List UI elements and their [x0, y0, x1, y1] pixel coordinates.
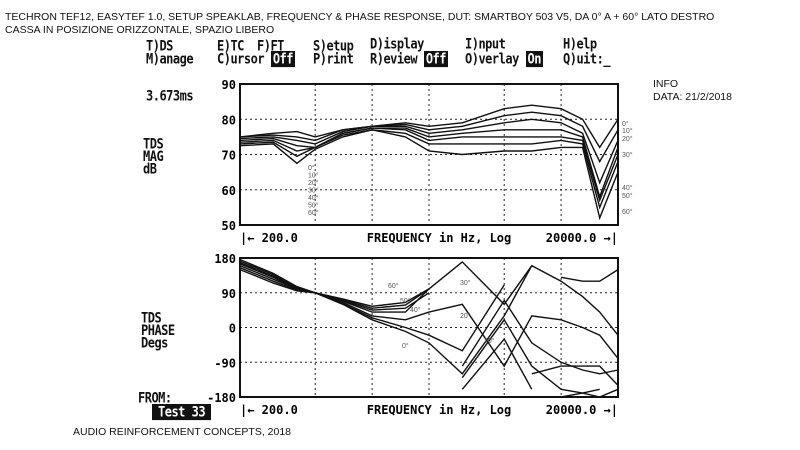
y-tick-label: 0 [229, 322, 236, 336]
right-angle-label: 20° [622, 135, 633, 143]
phase-angle-label: 50° [400, 297, 411, 305]
series-line-10deg [239, 267, 619, 386]
y-tick-label: 60 [222, 184, 236, 198]
phase-angle-label: 10° [484, 337, 495, 345]
left-angle-label: 40° [308, 194, 319, 202]
y-tick-label: -180 [207, 391, 236, 405]
review-state: Off [423, 51, 448, 68]
series-line-0deg [240, 266, 618, 397]
phase-angle-label: 60° [388, 282, 399, 290]
menu-overlay[interactable]: O)verlay On [465, 51, 543, 68]
menu-tds[interactable]: T)DS [146, 38, 173, 55]
phase-angle-label: 0° [402, 342, 409, 350]
menu-quit[interactable]: Q)uit:_ [563, 51, 611, 68]
phase-ylabel: TDS PHASE Degs [141, 309, 175, 352]
left-angle-label: 0° [308, 164, 315, 172]
series-line-50deg [239, 129, 619, 210]
right-angle-label: 10° [622, 127, 633, 135]
y-tick-label: 80 [222, 113, 236, 127]
right-angle-label: 30° [622, 151, 633, 159]
right-angle-label: 60° [622, 208, 633, 216]
phase-angle-label: 40° [410, 306, 421, 314]
info-title: INFO [653, 78, 679, 90]
right-angle-label: 40° [622, 184, 633, 192]
series-line-10deg [239, 111, 619, 164]
menu-fft[interactable]: F)FT [257, 38, 284, 55]
series-line-60deg [239, 129, 619, 221]
review-label: R)eview [370, 51, 418, 68]
info-date: DATA: 21/2/2018 [653, 91, 732, 103]
overlay-label: O)verlay [465, 51, 519, 68]
header-line-2: CASSA IN POSIZIONE ORIZZONTALE, SPAZIO L… [5, 24, 275, 36]
cursor-label: C)ursor [217, 51, 265, 68]
series-line-0deg [239, 104, 619, 149]
x-start-label: |← 200.0 [240, 403, 298, 417]
y-tick-label: -90 [214, 356, 236, 370]
left-angle-label: 50° [308, 202, 319, 210]
y-tick-label: 180 [214, 252, 236, 266]
y-tick-label: 90 [222, 78, 236, 92]
menu-cursor[interactable]: C)ursor Off [217, 51, 295, 68]
menu-help[interactable]: H)elp [563, 36, 597, 53]
menu-etc[interactable]: E)TC [217, 38, 244, 55]
cursor-state: Off [270, 51, 295, 68]
series-line-60deg [239, 258, 619, 375]
x-end-label: 20000.0 →| [546, 231, 618, 245]
footer: AUDIO REINFORCEMENT CONCEPTS, 2018 [73, 426, 292, 438]
phase-angle-label: 30° [460, 279, 471, 287]
time-readout: 3.673ms [146, 88, 194, 105]
menu-print[interactable]: P)rint [313, 51, 354, 68]
menu-review[interactable]: R)eview Off [370, 51, 448, 68]
menu-input[interactable]: I)nput [465, 36, 506, 53]
plot-frame [239, 257, 619, 398]
right-angle-label: 50° [622, 192, 633, 200]
y-tick-label: 70 [222, 149, 236, 163]
right-angle-label: 0° [622, 120, 629, 128]
left-angle-label: 20° [308, 179, 319, 187]
phase-angle-label: 20° [460, 312, 471, 320]
menu-setup[interactable]: S)etup [313, 38, 354, 55]
series-line-30deg [239, 127, 619, 200]
menu-manage[interactable]: M)anage [146, 51, 194, 68]
y-tick-label: 50 [222, 219, 236, 233]
x-axis-label: FREQUENCY in Hz, Log [367, 231, 512, 245]
x-end-label: 20000.0 →| [546, 403, 618, 417]
header-line-1: TECHRON TEF12, EASYTEF 1.0, SETUP SPEAKL… [5, 11, 715, 23]
left-angle-label: 10° [308, 172, 319, 180]
overlay-state: On [525, 51, 543, 68]
series-line-20deg [239, 118, 619, 185]
menu-display[interactable]: D)isplay [370, 36, 424, 53]
left-angle-label: 30° [308, 187, 319, 195]
mag-ylabel: TDS MAG dB [143, 135, 164, 178]
x-start-label: |← 200.0 [240, 231, 298, 245]
y-tick-label: 90 [222, 287, 236, 301]
from-label: FROM: [138, 390, 172, 407]
from-value[interactable]: Test 33 [152, 404, 212, 421]
left-angle-label: 60° [308, 209, 319, 217]
series-line-40deg [239, 127, 619, 203]
x-axis-label: FREQUENCY in Hz, Log [367, 403, 512, 417]
